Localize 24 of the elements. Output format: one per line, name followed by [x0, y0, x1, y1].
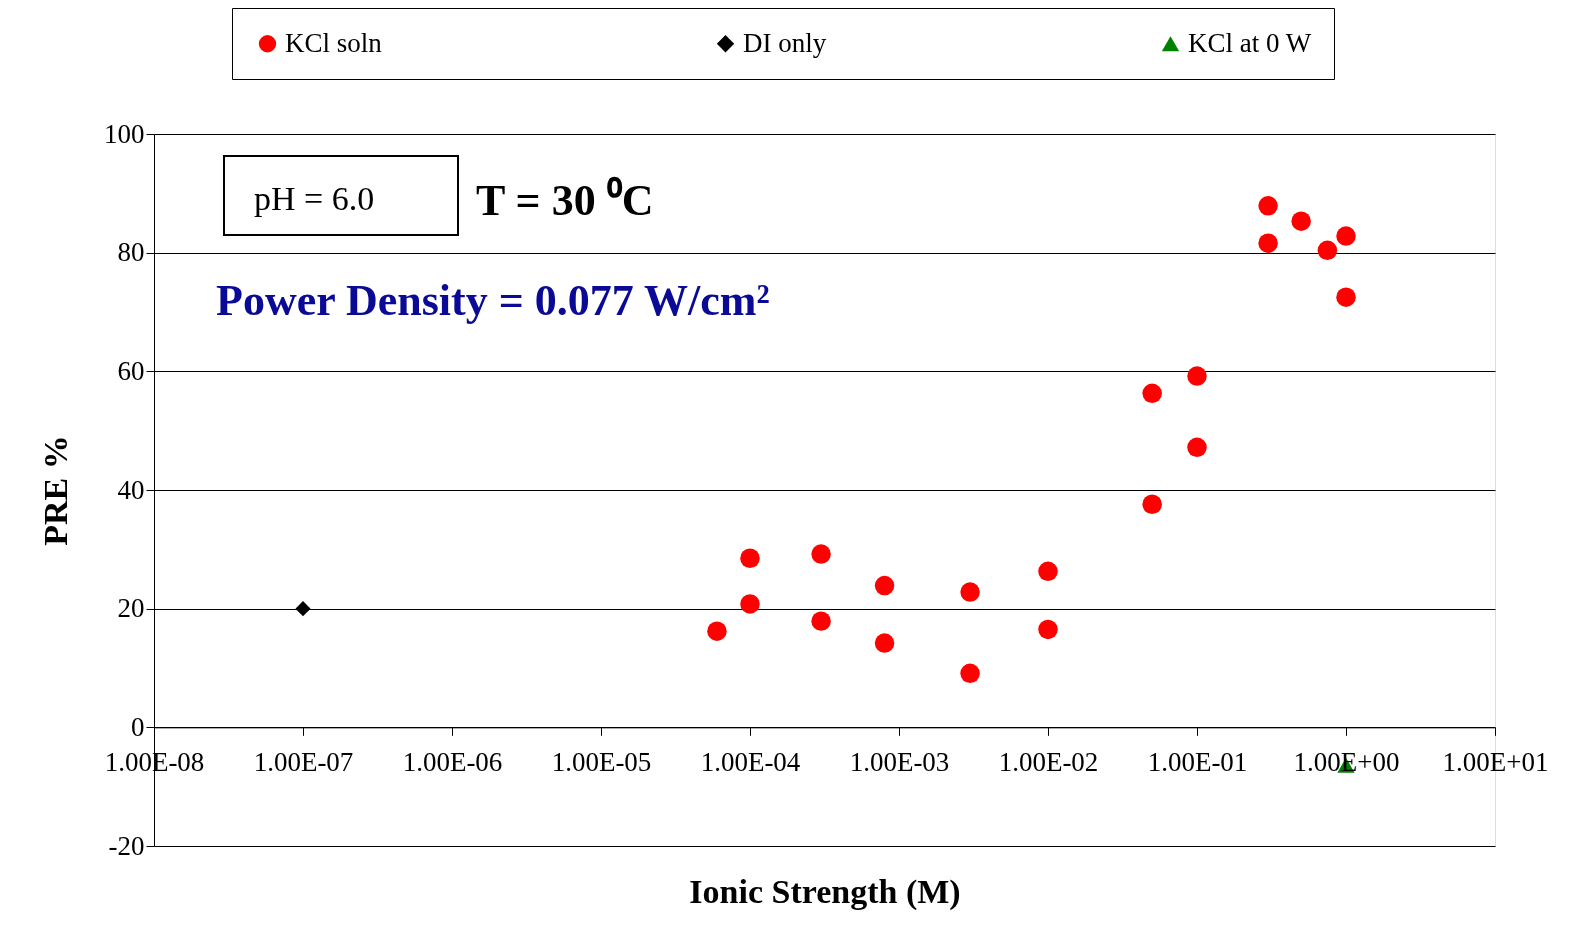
x-tick-label: 1.00E-06: [402, 746, 503, 777]
x-tick-label: 1.00E-01: [1147, 746, 1248, 777]
x-tick-label: 1.00E+00: [1293, 746, 1400, 777]
y-tick-label: -20: [108, 830, 145, 861]
x-tick-label: 1.00E-03: [849, 746, 950, 777]
annotation: pH = 6.0: [254, 180, 375, 217]
y-tick-label: 0: [131, 711, 145, 742]
y-tick-label: 20: [117, 593, 145, 624]
annotation: T = 30 ⁰C: [476, 176, 654, 225]
legend-label: KCl at 0 W: [1188, 27, 1312, 58]
annotation: Power Density = 0.077 W/cm²: [216, 276, 770, 325]
y-axis-title: PRE %: [37, 435, 74, 546]
x-tick-label: 1.00E-05: [551, 746, 652, 777]
x-tick-label: 1.00E-04: [700, 746, 801, 777]
y-tick-label: 40: [117, 474, 145, 505]
legend-label: DI only: [743, 27, 827, 58]
y-tick-label: 80: [117, 237, 145, 268]
y-tick-label: 100: [104, 118, 145, 149]
y-tick-label: 60: [117, 355, 145, 386]
legend-label: KCl soln: [285, 27, 383, 58]
x-tick-label: 1.00E-02: [998, 746, 1099, 777]
x-tick-label: 1.00E+01: [1442, 746, 1549, 777]
x-tick-label: 1.00E-07: [253, 746, 354, 777]
x-axis-title: Ionic Strength (M): [689, 872, 961, 911]
